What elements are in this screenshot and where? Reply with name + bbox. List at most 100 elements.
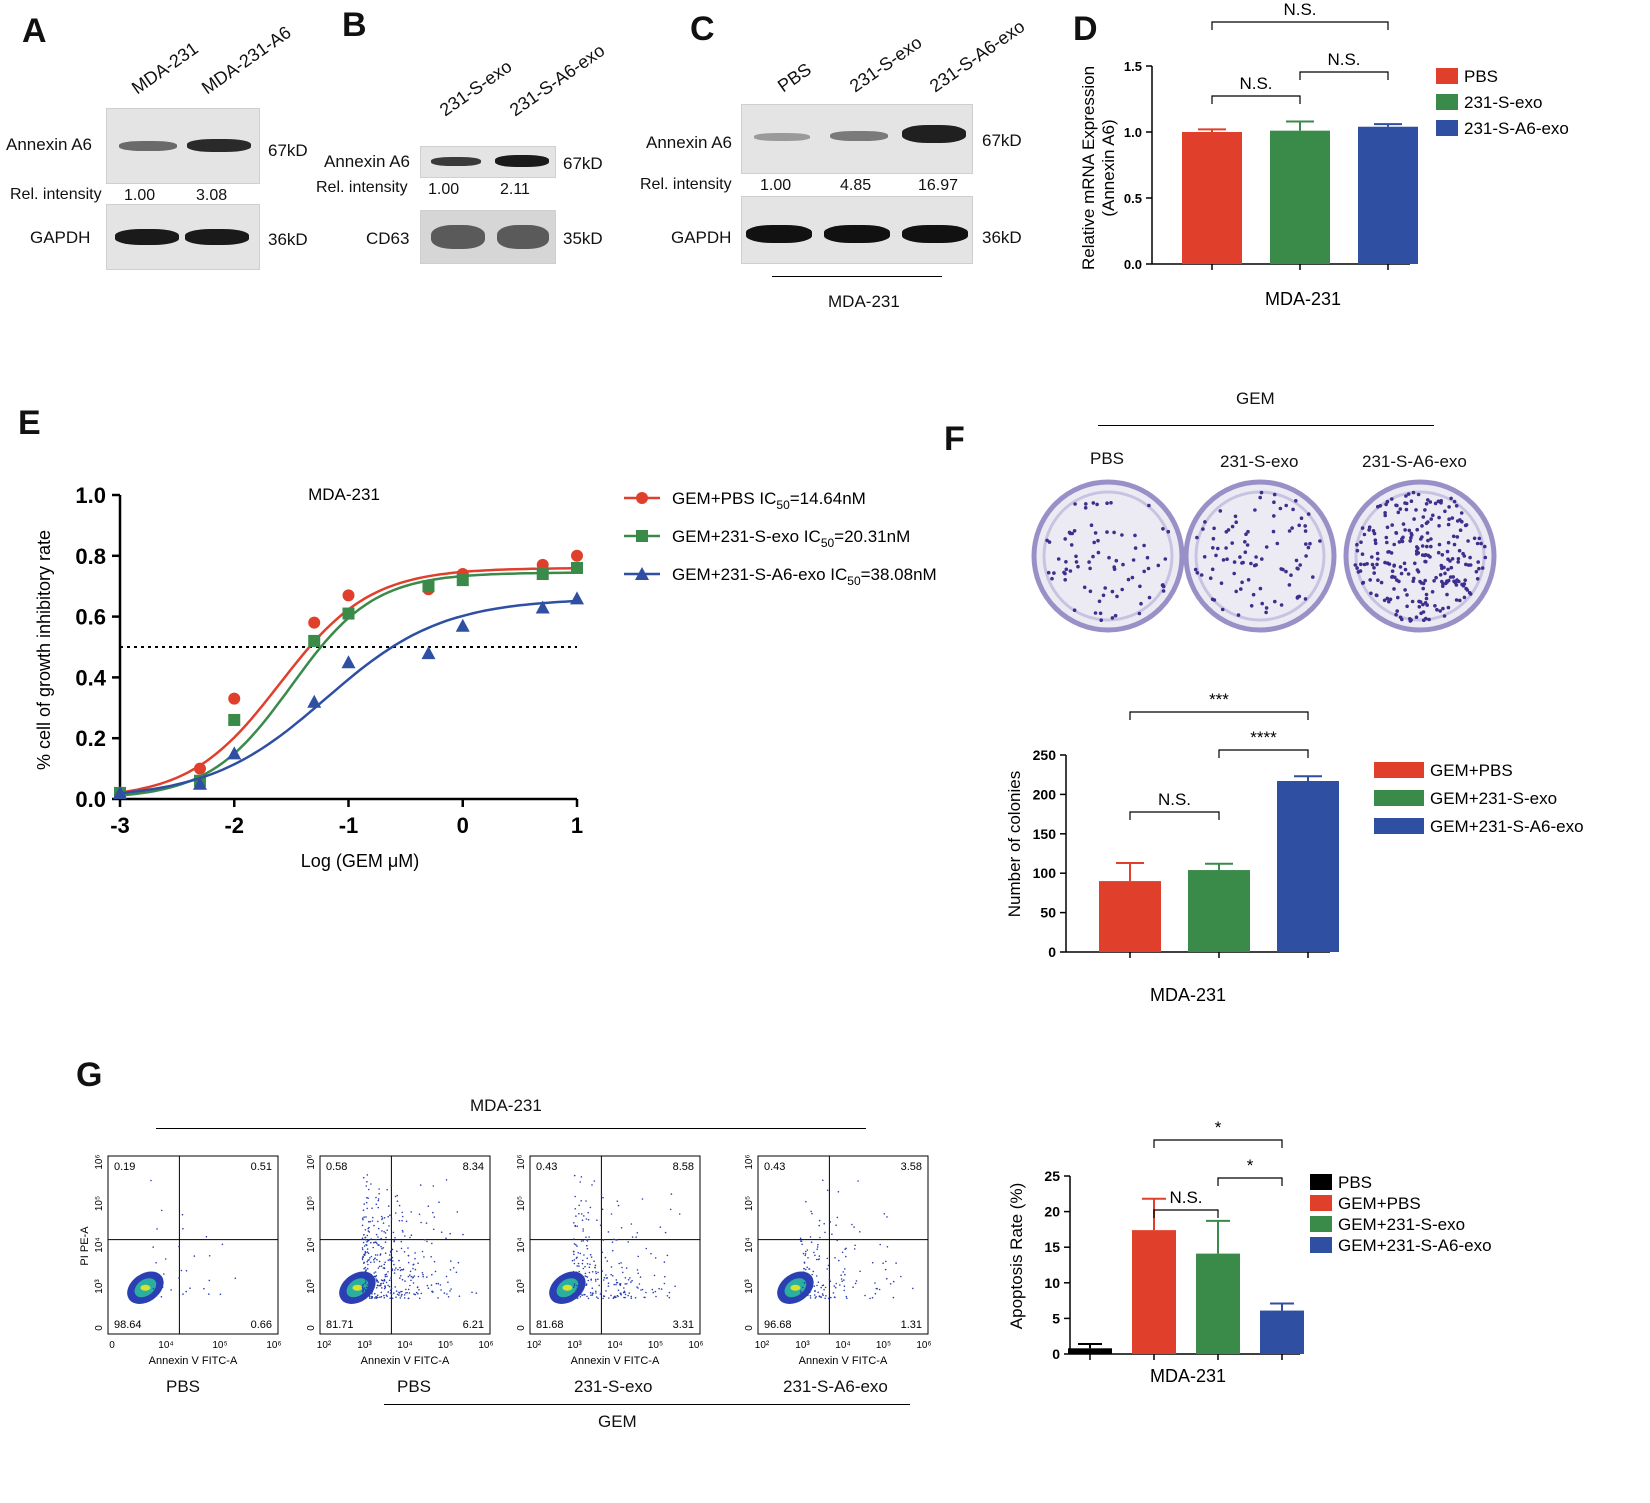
colony [1425, 544, 1429, 549]
colony [1362, 532, 1367, 537]
flow-plot: 0.58 8.34 81.71 6.21 10⁶ 10⁵ 10⁴ 10³ 0 10² 10³ 10⁴ 1… [306, 1154, 494, 1367]
event-dot [361, 1258, 364, 1261]
event-dot [377, 1220, 379, 1223]
event-dot [811, 1273, 813, 1276]
event-dot [365, 1278, 367, 1281]
event-dot [601, 1251, 604, 1254]
legend-swatch [1310, 1174, 1332, 1190]
event-dot [811, 1212, 813, 1215]
event-dot [800, 1290, 802, 1292]
event-dot [400, 1275, 402, 1277]
data-point [456, 574, 469, 587]
significance-label: N.S. [1283, 0, 1316, 19]
y-tick-label: 20 [1044, 1204, 1060, 1220]
legend-marker [636, 492, 648, 504]
event-dot [181, 1213, 184, 1216]
colony [1397, 540, 1402, 544]
colony [1063, 571, 1067, 576]
colony [1224, 546, 1228, 550]
event-dot [431, 1242, 433, 1245]
event-dot [364, 1253, 366, 1255]
event-dot [591, 1287, 594, 1289]
event-dot [375, 1233, 378, 1236]
y-tick-label: 0 [94, 1325, 105, 1331]
event-dot [361, 1217, 364, 1220]
event-dot [799, 1237, 802, 1240]
event-dot [585, 1283, 588, 1285]
y-tick-label: 10⁵ [516, 1196, 527, 1211]
event-dot [802, 1252, 805, 1255]
significance-label: **** [1250, 728, 1277, 747]
event-dot [836, 1239, 838, 1242]
event-dot [874, 1282, 876, 1284]
quadrant-value: 3.31 [673, 1319, 694, 1331]
y-tick-label: 0 [744, 1325, 755, 1331]
data-point [535, 600, 550, 614]
x-tick-label: 10⁶ [916, 1340, 931, 1351]
colony [1210, 567, 1215, 572]
event-dot [595, 1296, 598, 1298]
event-dot [417, 1275, 420, 1278]
colony [1483, 544, 1487, 549]
colony [1437, 542, 1442, 547]
colony [1294, 499, 1298, 503]
colony [1246, 578, 1251, 582]
event-dot [841, 1251, 844, 1254]
event-dot [571, 1296, 574, 1299]
event-dot [170, 1289, 172, 1291]
colony [1156, 563, 1161, 568]
colony [1201, 527, 1205, 531]
event-dot [412, 1276, 414, 1279]
colony [1387, 599, 1391, 604]
colony [1294, 558, 1299, 563]
event-dot [837, 1191, 840, 1193]
chart-d: 0.0 0.5 1.0 1.5 N.S. N.S. N.S. MDA-231 Relative … [1079, 0, 1569, 309]
event-dot [160, 1209, 163, 1212]
event-dot [876, 1287, 878, 1290]
colony [1064, 567, 1069, 572]
significance-bracket [1218, 749, 1309, 758]
colony [1264, 545, 1269, 549]
event-dot [586, 1295, 588, 1298]
event-dot [365, 1294, 368, 1296]
colony [1424, 559, 1428, 564]
legend-label: 231-S-A6-exo [1464, 119, 1569, 138]
event-dot [588, 1236, 590, 1238]
colony [1246, 529, 1250, 534]
event-dot [816, 1284, 818, 1287]
quadrant-value: 8.58 [673, 1161, 694, 1173]
data-point [342, 607, 355, 620]
colony [1404, 494, 1408, 498]
event-dot [367, 1259, 369, 1262]
event-dot [601, 1270, 603, 1272]
event-dot [370, 1275, 373, 1277]
event-dot [381, 1287, 383, 1289]
event-dot [385, 1294, 388, 1296]
event-dot [804, 1254, 806, 1257]
flow-plot: 0.43 3.58 96.68 1.31 10⁶ 10⁵ 10⁴ 10³ 0 10² 10³ 10⁴ 1… [744, 1154, 932, 1367]
event-dot [840, 1274, 842, 1276]
western-blot-gapdh [741, 196, 973, 264]
event-dot [375, 1287, 378, 1289]
y-tick-label: 10⁴ [744, 1237, 755, 1252]
event-dot [829, 1280, 832, 1283]
event-dot [619, 1292, 622, 1295]
colony [1392, 587, 1396, 591]
event-dot [364, 1295, 366, 1298]
event-dot [616, 1239, 618, 1241]
event-dot [449, 1269, 452, 1271]
colony [1264, 610, 1268, 615]
event-dot [370, 1291, 372, 1294]
event-dot [367, 1197, 369, 1199]
event-dot [606, 1260, 609, 1262]
event-dot [413, 1293, 415, 1295]
event-dot [407, 1261, 410, 1264]
colony [1449, 496, 1453, 501]
event-dot [886, 1216, 888, 1218]
event-dot [871, 1296, 874, 1299]
event-dot [364, 1266, 367, 1269]
event-dot [637, 1272, 639, 1275]
colony [1404, 507, 1409, 512]
event-dot [363, 1287, 366, 1289]
colony [1139, 601, 1143, 606]
